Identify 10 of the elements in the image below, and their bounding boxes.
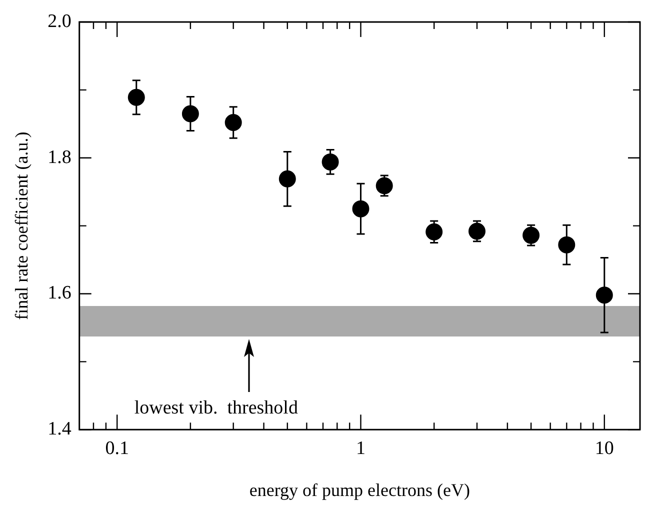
y-tick-label: 1.8	[48, 146, 72, 168]
y-axis-title: final rate coefficient (a.u.)	[12, 132, 32, 320]
y-tick-label: 2.0	[48, 10, 72, 32]
x-tick-label: 10	[594, 438, 614, 459]
y-tick-label: 1.4	[48, 418, 72, 440]
y-tick-label: 1.6	[48, 282, 72, 304]
x-tick-label: 1	[356, 438, 366, 459]
annotation: lowest vib. threshold	[134, 398, 298, 419]
x-axis-title: energy of pump electrons (eV)	[249, 480, 470, 500]
x-tick-label: 0.1	[105, 438, 129, 459]
